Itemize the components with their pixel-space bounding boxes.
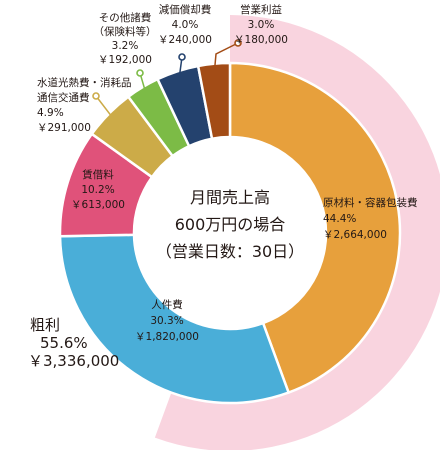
slice-name-5-line-2: （保険料等） [94, 25, 157, 38]
slice-percent-1: 44.4% [323, 213, 356, 225]
slice-amount-4: ￥291,000 [37, 122, 91, 134]
slice-percent-6: 4.0% [172, 19, 199, 31]
slice-label-6: 減価償却費 4.0% ￥240,000 [158, 3, 212, 46]
slice-amount-1: ￥2,664,000 [323, 229, 387, 241]
slice-percent-3: 10.2% [81, 184, 114, 196]
labels-layer: 原材料・容器包装費 44.4% ￥2,664,000 人件費 30.3% ￥1,820,0… [28, 3, 418, 370]
leader-dot-4 [92, 92, 100, 100]
slice-label-5: その他諸費（保険料等） 3.2% ￥192,000 [94, 11, 157, 66]
slice-name-3: 賃借料 [82, 168, 114, 181]
leader-line-7 [213, 42, 239, 70]
slice-amount-6: ￥240,000 [158, 34, 212, 46]
slice-percent-2: 30.3% [150, 315, 183, 327]
slice-amount-7: ￥180,000 [234, 34, 288, 46]
leader-line-4 [95, 95, 114, 119]
leader-dot-6 [178, 53, 186, 61]
gross-profit-name: 粗利 [30, 316, 60, 334]
slice-percent-4: 4.9% [37, 107, 64, 119]
slice-label-7: 営業利益 3.0% ￥180,000 [234, 3, 288, 46]
leader-dot-5 [136, 69, 144, 77]
center-text-line-3: （営業日数：30日） [156, 242, 304, 261]
center-text-layer: 月間売上高 600万円の場合 （営業日数：30日） [156, 188, 304, 261]
slice-name-1: 原材料・容器包装費 [323, 196, 418, 209]
slice-name-2: 人件費 [151, 298, 183, 311]
slices-layer [58, 61, 402, 405]
slice-name-5-line-1: その他諸費 [99, 11, 152, 24]
slice-amount-5: ￥192,000 [98, 54, 152, 66]
slice-percent-5: 3.2% [112, 40, 139, 52]
slice-name-7: 営業利益 [240, 3, 282, 16]
slice-label-1: 原材料・容器包装費 44.4% ￥2,664,000 [323, 196, 418, 241]
center-text-line-1: 月間売上高 [190, 188, 270, 207]
slice-2 [58, 233, 290, 405]
leader-dot-7 [234, 39, 242, 47]
leader-lines-layer [92, 39, 242, 119]
gross-profit-amount: ￥3,336,000 [28, 352, 119, 370]
slice-percent-7: 3.0% [248, 19, 275, 31]
slice-amount-3: ￥613,000 [71, 199, 125, 211]
slice-1 [228, 61, 402, 394]
slice-7 [196, 61, 232, 140]
center-text-line-2: 600万円の場合 [175, 215, 286, 234]
slice-name-6: 減価償却費 [159, 3, 212, 16]
gross-profit-percent: 55.6% [40, 334, 88, 352]
slice-amount-2: ￥1,820,000 [135, 331, 199, 343]
slice-label-2: 人件費 30.3% ￥1,820,000 [135, 298, 199, 343]
slice-name-4-line-2: 通信交通費 [37, 91, 90, 104]
slice-name-4-line-1: 水道光熱費・消耗品 [37, 76, 132, 89]
slice-label-3: 賃借料 10.2% ￥613,000 [71, 168, 125, 211]
